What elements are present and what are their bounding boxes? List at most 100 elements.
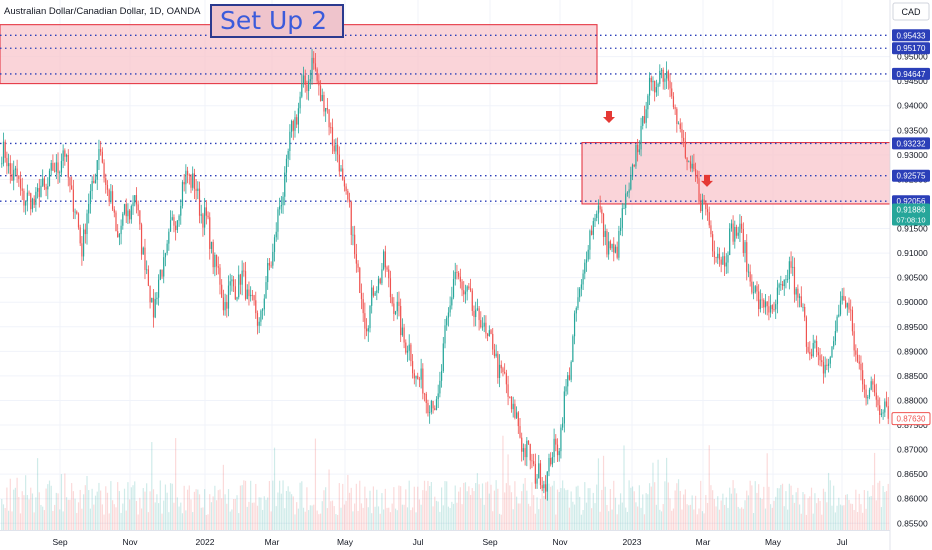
volume-bar [383, 509, 385, 530]
volume-bar [79, 489, 81, 530]
candle-body [296, 117, 298, 125]
volume-bar [539, 498, 542, 530]
lower-supply-zone[interactable] [581, 141, 891, 205]
candle-body [524, 448, 526, 458]
volume-bar [882, 486, 884, 530]
candle-body [309, 79, 311, 82]
volume-bar [221, 498, 223, 530]
volume-bar [389, 512, 392, 530]
candle-body [14, 168, 17, 170]
candle-body [831, 346, 833, 358]
candle-body [792, 266, 794, 268]
candle-body [50, 162, 52, 171]
candle-body [418, 379, 421, 381]
volume-bar [792, 494, 794, 530]
volume-bar [483, 504, 485, 530]
price-axis-tick: 0.93500 [897, 125, 928, 135]
volume-bar [308, 510, 310, 530]
candle-body [83, 229, 85, 257]
volume-bar [7, 510, 10, 530]
candle-body [376, 290, 378, 293]
volume-bar [660, 511, 663, 530]
candle-body [529, 443, 531, 461]
candle-body [759, 299, 761, 310]
volume-bar [273, 447, 276, 530]
candle-body [440, 370, 443, 381]
candle-body [727, 255, 729, 263]
volume-bar [176, 497, 178, 530]
candle-body [374, 292, 376, 296]
candle-body [292, 120, 294, 131]
candle-body [328, 109, 330, 128]
volume-bar [473, 491, 475, 530]
candle-body [468, 286, 470, 289]
candle-body [253, 295, 255, 301]
time-axis-label: Sep [482, 537, 497, 547]
volume-bar [388, 507, 390, 530]
candle-body [534, 463, 536, 484]
volume-bar [773, 500, 775, 530]
volume-bar [229, 511, 231, 530]
candle-body [156, 297, 158, 300]
candle-body [57, 162, 59, 174]
volume-bar [817, 498, 819, 530]
volume-bar [59, 509, 61, 530]
volume-bar [674, 490, 676, 530]
volume-bar [587, 488, 589, 530]
candle-body [396, 301, 398, 312]
volume-bar [452, 503, 455, 530]
volume-bar [195, 489, 197, 530]
volume-bar [548, 483, 550, 530]
volume-bar [768, 486, 770, 530]
down-arrow-icon[interactable] [603, 110, 615, 123]
candle-body [502, 368, 504, 372]
candle-body [621, 208, 623, 228]
time-axis[interactable]: Sep Nov 2022 Mar May Jul Sep Nov 2023 Mar May Jul [0, 530, 890, 548]
volume-bar [573, 504, 576, 530]
candle-body [640, 125, 642, 150]
candle-body [178, 215, 180, 221]
candle-body [163, 257, 165, 277]
candle-body [781, 284, 784, 287]
candle-body [180, 205, 182, 216]
setup-annotation[interactable]: Set Up 2 [210, 4, 344, 38]
candle-body [700, 201, 702, 212]
volume-bar [301, 481, 303, 530]
down-arrow-icon[interactable] [701, 174, 713, 187]
candle-body [355, 254, 357, 264]
volume-bar [192, 512, 194, 530]
candle-body [427, 403, 429, 414]
volume-bar [202, 507, 204, 530]
candle-body [319, 85, 322, 102]
candle-body [101, 151, 103, 163]
volume-bar [35, 497, 37, 530]
candle-body [851, 310, 854, 332]
candle-body [9, 163, 11, 174]
candle-body [492, 333, 494, 350]
currency-button[interactable]: CAD [901, 7, 921, 17]
volume-bar [555, 514, 557, 530]
time-axis-label: 2022 [196, 537, 215, 547]
candle-body [688, 161, 690, 163]
volume-bar [619, 493, 622, 530]
candle-body [38, 187, 40, 197]
candle-body [384, 251, 386, 268]
candle-body [475, 309, 477, 317]
volume-bar [19, 513, 22, 530]
volume-bar [756, 492, 758, 530]
volume-bar [253, 502, 255, 530]
volume-bar [584, 482, 586, 530]
volume-bar [816, 503, 818, 530]
volume-bar [270, 511, 272, 530]
volume-bar [439, 511, 441, 530]
volume-bar [469, 494, 472, 530]
symbol-title[interactable]: Australian Dollar/Canadian Dollar, 1D, O… [4, 6, 201, 17]
candle-body [885, 401, 888, 407]
volume-bar [406, 507, 409, 530]
candle-body [25, 201, 27, 206]
volume-bar [359, 480, 361, 530]
volume-bar [608, 511, 610, 530]
candle-body [623, 208, 625, 209]
candle-body [705, 202, 707, 210]
